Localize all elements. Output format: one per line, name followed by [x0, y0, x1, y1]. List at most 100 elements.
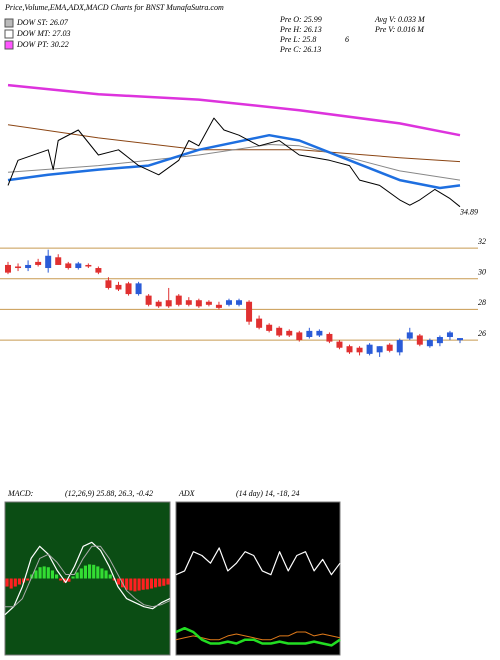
histogram-bar: [145, 578, 149, 590]
candle-body: [145, 295, 152, 305]
candle-body: [215, 304, 222, 308]
series-line: [175, 631, 341, 641]
series-line: [5, 545, 171, 608]
y-tick-label: 28: [478, 298, 486, 307]
candle-body: [75, 263, 82, 269]
histogram-bar: [158, 578, 162, 587]
candle-body: [236, 300, 243, 305]
histogram-bar: [34, 570, 38, 579]
histogram-bar: [67, 578, 71, 582]
histogram-bar: [83, 565, 87, 579]
histogram-bar: [154, 578, 158, 588]
candle-body: [95, 268, 102, 273]
histogram-bar: [9, 578, 13, 589]
histogram-bar: [26, 578, 30, 581]
y-tick-label: 30: [477, 268, 486, 277]
series-line: [175, 626, 341, 647]
series-line: [7, 117, 461, 208]
legend-label: DOW ST: 26.07: [16, 18, 69, 27]
candle-body: [175, 295, 182, 305]
info-text: Pre H: 26.13: [279, 25, 322, 34]
histogram-bar: [46, 567, 50, 579]
histogram-bar: [55, 574, 59, 579]
candle-body: [386, 344, 393, 351]
histogram-bar: [149, 578, 153, 589]
legend-label: DOW MT: 27.03: [16, 29, 71, 38]
candle-body: [366, 344, 373, 354]
candle-body: [225, 300, 232, 305]
candle-body: [35, 261, 42, 265]
candle-body: [316, 330, 323, 336]
info-text: Pre C: 26.13: [279, 45, 321, 54]
candle-body: [165, 300, 172, 307]
info-text: Pre O: 25.99: [279, 15, 322, 24]
legend-swatch: [4, 18, 14, 28]
histogram-bar: [79, 568, 83, 579]
candle-body: [256, 318, 263, 328]
histogram-bar: [96, 566, 100, 579]
legend-swatch: [4, 40, 14, 50]
candle-body: [457, 338, 463, 341]
histogram-bar: [141, 578, 145, 590]
info-text: 6: [345, 35, 349, 44]
candle-body: [426, 340, 433, 347]
histogram-bar: [75, 572, 79, 579]
histogram-bar: [92, 564, 96, 579]
histogram-bar: [88, 564, 92, 579]
histogram-bar: [166, 578, 170, 585]
candle-body: [396, 340, 403, 353]
histogram-bar: [137, 578, 141, 591]
histogram-bar: [162, 578, 166, 586]
histogram-bar: [129, 578, 133, 591]
candle-body: [416, 335, 423, 345]
panel-subtitle: (12,26,9) 25.88, 26.3, -0.42: [65, 489, 153, 498]
candle-body: [45, 255, 52, 269]
histogram-bar: [71, 576, 75, 579]
candle-body: [25, 264, 32, 269]
candle-body: [286, 330, 293, 336]
histogram-bar: [133, 578, 137, 592]
series-line: [175, 547, 341, 576]
candle-body: [246, 301, 253, 322]
candle-body: [356, 347, 363, 353]
chart-title: Price,Volume,EMA,ADX,MACD Charts for BNS…: [4, 3, 224, 12]
histogram-bar: [108, 574, 112, 579]
info-text: Pre L: 25.8: [279, 35, 316, 44]
candle-body: [55, 257, 62, 265]
histogram-bar: [59, 578, 63, 581]
candle-body: [306, 330, 313, 338]
candle-body: [5, 264, 11, 273]
candle-body: [346, 346, 353, 353]
histogram-bar: [116, 578, 120, 585]
series-line: [7, 133, 461, 190]
legend-label: DOW PT: 30.22: [16, 40, 69, 49]
panel-background: [175, 501, 341, 656]
histogram-bar: [38, 567, 42, 579]
histogram-bar: [100, 568, 104, 579]
y-tick-label: 32: [477, 237, 486, 246]
candle-body: [436, 337, 443, 344]
candle-body: [296, 332, 303, 341]
panel-background: [4, 501, 171, 656]
candle-body: [155, 301, 162, 307]
histogram-bar: [22, 578, 26, 583]
info-text: Pre V: 0.016 M: [374, 25, 425, 34]
info-text: Avg V: 0.033 M: [374, 15, 426, 24]
candle-body: [336, 341, 343, 348]
candle-body: [446, 332, 453, 338]
candle-body: [185, 300, 192, 305]
panel-subtitle: (14 day) 14, -18, 24: [236, 489, 300, 498]
histogram-bar: [42, 566, 46, 579]
y-tick-label: 26: [478, 329, 486, 338]
candle-body: [195, 300, 202, 307]
histogram-bar: [13, 578, 17, 587]
candle-body: [65, 263, 72, 269]
candle-body: [15, 266, 22, 269]
candle-body: [205, 301, 212, 305]
series-line: [7, 144, 461, 181]
histogram-bar: [104, 570, 108, 579]
histogram-bar: [17, 578, 21, 585]
panel-title: ADX: [178, 489, 196, 498]
candle-body: [105, 280, 112, 288]
